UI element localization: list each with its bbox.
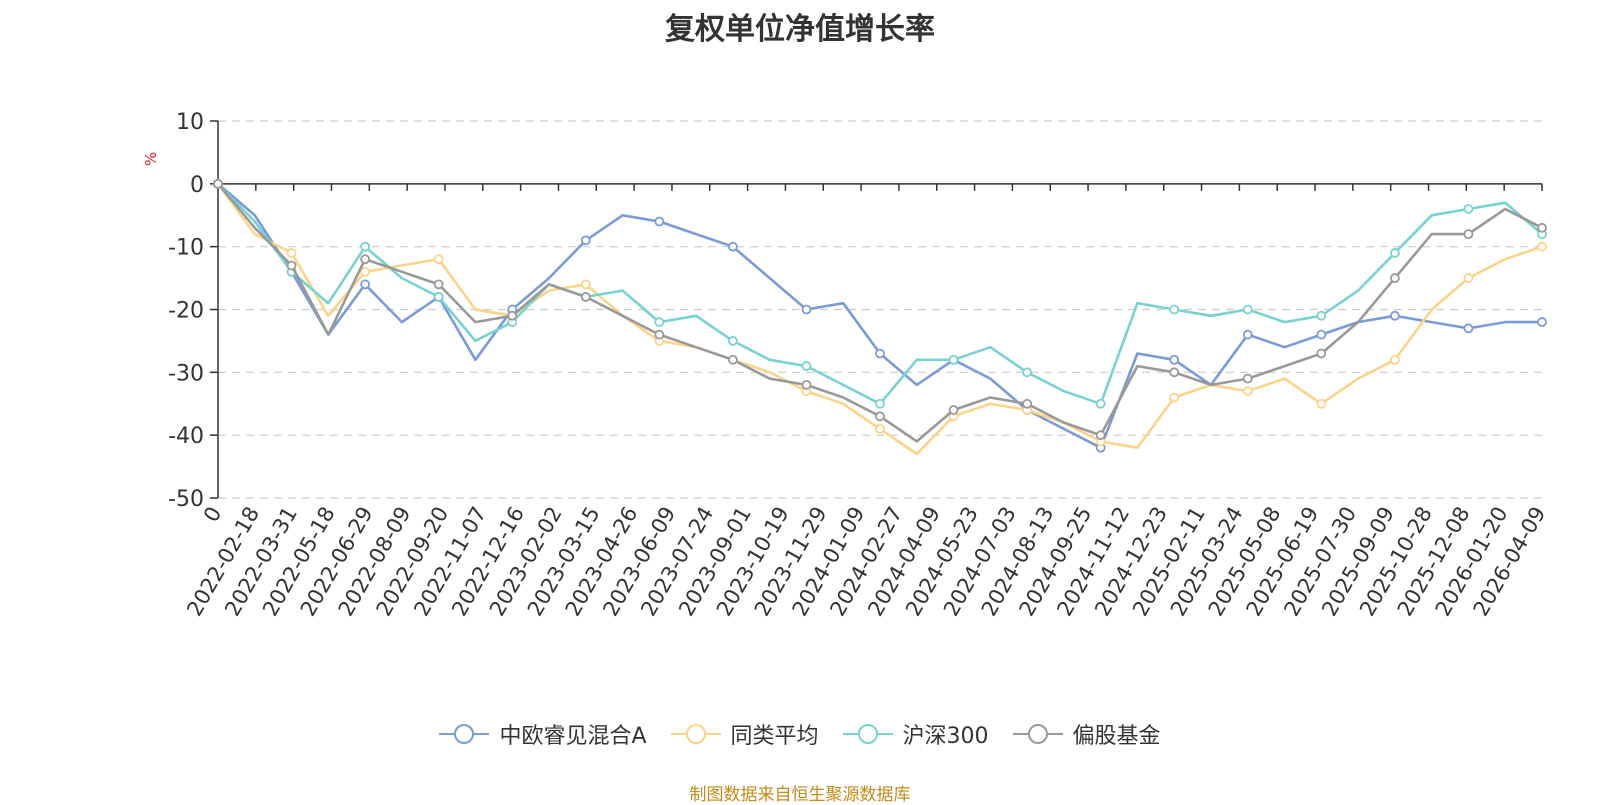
series-point-2: [1316, 310, 1327, 321]
series-point-3: [948, 405, 959, 415]
series-point-3: [1316, 348, 1327, 359]
y-tick-label: -50: [168, 487, 204, 512]
series-point-1: [875, 423, 885, 434]
series-point-3: [1242, 373, 1253, 384]
series-point-0: [580, 235, 591, 246]
y-tick-label: -10: [168, 236, 204, 261]
series-point-1: [1242, 386, 1253, 397]
series-point-2: [948, 354, 959, 365]
legend-label: 中欧睿见混合A: [499, 724, 647, 749]
series-point-0: [1389, 310, 1400, 321]
legend-item-equity-funds[interactable]: 偏股基金: [1012, 718, 1161, 750]
series-point-1: [286, 248, 297, 258]
legend-label: 偏股基金: [1072, 724, 1161, 749]
x-tick-label: 0: [199, 503, 226, 527]
line-chart: 100-10-20-30-40-5002022-02-182022-03-312…: [168, 110, 1550, 620]
series-point-2: [654, 317, 665, 327]
series-point-2: [727, 336, 738, 346]
series-point-1: [360, 266, 371, 277]
series-lines: [213, 178, 1547, 456]
series-point-3: [360, 254, 371, 265]
series-point-1: [1316, 398, 1327, 409]
series-point-3: [1537, 222, 1547, 233]
legend-item-csi300[interactable]: 沪深300: [842, 718, 989, 750]
series-point-0: [360, 279, 371, 290]
series-point-3: [1463, 229, 1474, 240]
series-point-0: [1169, 354, 1180, 365]
y-tick-label: -30: [168, 361, 204, 386]
series-point-3: [580, 292, 591, 302]
series-point-1: [1389, 354, 1400, 365]
series-point-0: [1463, 323, 1474, 334]
axes: 100-10-20-30-40-5002022-02-182022-03-312…: [168, 110, 1550, 620]
y-tick-label: -20: [168, 299, 204, 324]
legend-line-circle-icon: [1012, 724, 1063, 744]
y-tick-label: -40: [168, 424, 204, 449]
series-point-3: [801, 379, 812, 390]
legend-label: 沪深300: [902, 724, 989, 749]
series-point-3: [507, 310, 518, 321]
chart-title: 复权单位净值增长率: [665, 12, 935, 47]
series-point-3: [1022, 398, 1033, 409]
series-point-3: [875, 411, 885, 422]
series-point-2: [1389, 248, 1400, 258]
legend: 中欧睿见混合A 同类平均 沪深300 偏股基金: [0, 718, 1600, 750]
grid-lines: [218, 120, 1542, 499]
legend-item-fund[interactable]: 中欧睿见混合A: [439, 718, 647, 750]
legend-line-circle-icon: [670, 724, 721, 744]
series-point-1: [1169, 392, 1180, 403]
series-point-2: [1242, 304, 1253, 315]
series-line-2: [217, 182, 1543, 406]
y-tick-label: 10: [176, 110, 204, 135]
series-point-3: [286, 260, 297, 271]
series-point-1: [1463, 273, 1474, 283]
y-tick-label: 0: [190, 173, 204, 198]
series-point-0: [654, 216, 665, 227]
series-point-1: [433, 254, 444, 265]
series-point-1: [580, 279, 591, 290]
series-point-2: [433, 292, 444, 302]
series-point-2: [1169, 304, 1180, 315]
legend-line-circle-icon: [439, 724, 490, 744]
series-point-3: [433, 279, 444, 290]
series-point-1: [1537, 241, 1547, 252]
legend-item-peer-average[interactable]: 同类平均: [670, 718, 819, 750]
series-point-2: [360, 241, 371, 252]
series-point-3: [1389, 273, 1400, 283]
series-point-0: [1242, 329, 1253, 340]
series-point-2: [801, 361, 812, 371]
series-point-3: [654, 329, 665, 340]
series-point-2: [1463, 204, 1474, 214]
source-note: 制图数据来自恒生聚源数据库: [689, 785, 911, 805]
series-point-0: [875, 348, 885, 359]
series-point-0: [727, 241, 738, 252]
series-point-2: [1022, 367, 1033, 378]
series-point-3: [1095, 430, 1106, 441]
series-point-3: [727, 354, 738, 365]
series-point-2: [875, 398, 885, 409]
legend-label: 同类平均: [730, 724, 819, 749]
series-point-0: [1316, 329, 1327, 340]
series-point-0: [801, 304, 812, 315]
series-point-2: [1095, 398, 1106, 409]
series-point-3: [1169, 367, 1180, 378]
series-point-0: [1537, 317, 1547, 327]
series-point-3: [213, 178, 223, 189]
legend-line-circle-icon: [842, 724, 893, 744]
